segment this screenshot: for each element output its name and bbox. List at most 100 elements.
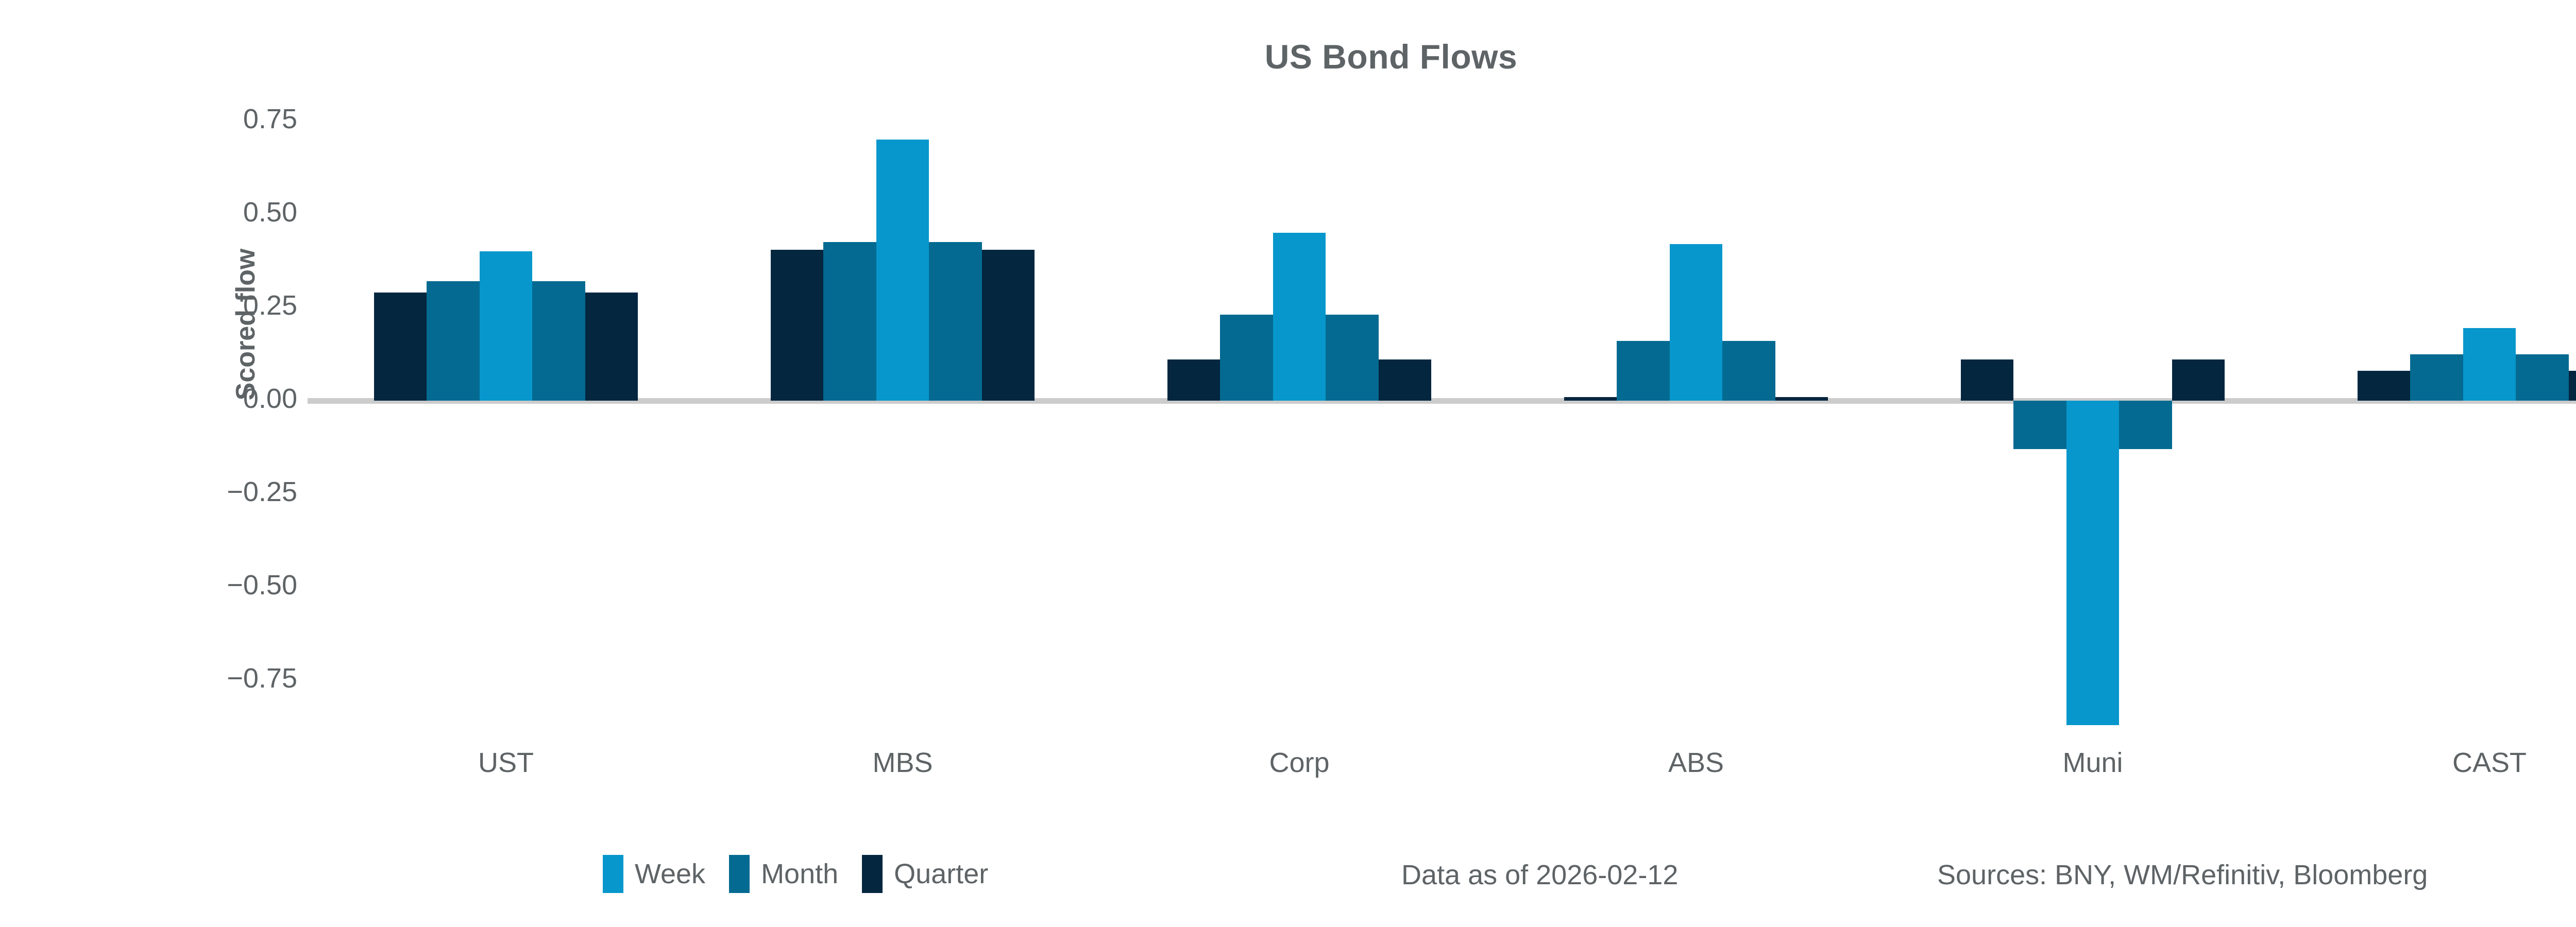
bar-muni-month[interactable] (2013, 401, 2066, 450)
bar-slot (981, 103, 1035, 742)
bar-slot (1722, 103, 1775, 742)
bars-row (1960, 103, 2225, 742)
bar-slot (532, 103, 585, 742)
bars-row (1564, 103, 1828, 742)
bar-slot (479, 103, 533, 742)
bar-muni-quarter[interactable] (2172, 359, 2225, 401)
bars-row (770, 103, 1035, 742)
bar-group-cast: CAST (2357, 103, 2576, 778)
bar-group-corp: Corp (1167, 103, 1431, 778)
bar-group-muni: Muni (1960, 103, 2225, 778)
bar-slot (1775, 103, 1828, 742)
x-tick-label-cast: CAST (2452, 747, 2527, 778)
bar-slot (2463, 103, 2516, 742)
bar-mbs-quarter[interactable] (981, 249, 1035, 401)
legend-label: Week (635, 859, 706, 889)
chart-title: US Bond Flows (1264, 38, 1518, 76)
legend-item-quarter[interactable]: Quarter (862, 855, 988, 893)
bar-corp-month[interactable] (1326, 315, 1379, 401)
x-tick-label-muni: Muni (2062, 747, 2123, 778)
bars-row (374, 103, 638, 742)
bar-slot (2357, 103, 2411, 742)
y-tick-label: −0.75 (227, 663, 297, 694)
bar-slot (876, 103, 929, 742)
bar-muni-month[interactable] (2119, 401, 2172, 450)
sources-label: Sources: BNY, WM/Refinitiv, Bloomberg (1937, 860, 2428, 890)
y-tick-label: 0.25 (243, 290, 297, 321)
bar-cast-quarter[interactable] (2568, 371, 2576, 401)
bar-slot (2516, 103, 2569, 742)
bar-slot (2568, 103, 2576, 742)
bar-slot (585, 103, 638, 742)
y-tick-label: 0.75 (243, 104, 297, 134)
legend-swatch-icon (729, 855, 750, 893)
bar-corp-quarter[interactable] (1378, 359, 1431, 401)
bar-slot (1960, 103, 2014, 742)
bar-corp-quarter[interactable] (1167, 359, 1221, 401)
bar-slot (1273, 103, 1326, 742)
bar-slot (2013, 103, 2066, 742)
legend-swatch-icon (862, 855, 883, 893)
bar-slot (1378, 103, 1431, 742)
bar-slot (427, 103, 480, 742)
legend: Week Month Quarter (603, 855, 988, 893)
bar-abs-month[interactable] (1617, 341, 1670, 401)
chart-footer: Week Month Quarter Data as of 2026-02-12 S… (0, 855, 2576, 912)
x-tick-label-abs: ABS (1668, 747, 1724, 778)
bar-slot (1167, 103, 1221, 742)
bar-mbs-week[interactable] (876, 140, 929, 401)
bar-cast-week[interactable] (2463, 328, 2516, 401)
bars-row (1167, 103, 1431, 742)
legend-item-week[interactable]: Week (603, 855, 705, 893)
zero-baseline (308, 398, 2576, 404)
bar-mbs-quarter[interactable] (770, 249, 824, 401)
bar-corp-week[interactable] (1273, 233, 1326, 401)
x-tick-label-mbs: MBS (872, 747, 933, 778)
bar-abs-month[interactable] (1722, 341, 1775, 401)
bar-group-mbs: MBS (770, 103, 1035, 778)
bar-ust-month[interactable] (427, 281, 480, 401)
bar-cast-month[interactable] (2410, 354, 2463, 401)
bar-slot (2066, 103, 2120, 742)
bar-muni-week[interactable] (2066, 401, 2120, 725)
x-tick-label-corp: Corp (1269, 747, 1330, 778)
legend-swatch-icon (603, 855, 623, 893)
x-tick-label-ust: UST (478, 747, 534, 778)
bar-slot (2172, 103, 2225, 742)
bar-slot (2410, 103, 2463, 742)
bars-row (2357, 103, 2576, 742)
bar-slot (770, 103, 824, 742)
bar-cast-month[interactable] (2516, 354, 2569, 401)
y-tick-label: −0.50 (227, 570, 297, 600)
bar-mbs-month[interactable] (823, 242, 876, 401)
legend-label: Month (761, 859, 839, 889)
bar-abs-quarter[interactable] (1775, 397, 1828, 401)
bar-slot (823, 103, 876, 742)
bar-slot (1669, 103, 1723, 742)
bar-corp-month[interactable] (1220, 315, 1273, 401)
bar-muni-quarter[interactable] (1960, 359, 2014, 401)
legend-label: Quarter (894, 859, 989, 889)
bar-slot (1617, 103, 1670, 742)
bar-slot (929, 103, 982, 742)
bar-group-ust: UST (374, 103, 638, 778)
bar-ust-quarter[interactable] (374, 293, 427, 401)
bar-mbs-month[interactable] (929, 242, 982, 401)
bar-slot (1220, 103, 1273, 742)
bar-slot (1326, 103, 1379, 742)
bar-group-abs: ABS (1564, 103, 1828, 778)
bar-abs-week[interactable] (1669, 244, 1723, 401)
y-tick-label: 0.50 (243, 197, 297, 228)
data-as-of-label: Data as of 2026-02-12 (1401, 860, 1679, 890)
bar-slot (2119, 103, 2172, 742)
bar-ust-quarter[interactable] (585, 293, 638, 401)
bar-slot (374, 103, 427, 742)
legend-item-month[interactable]: Month (729, 855, 838, 893)
bar-ust-month[interactable] (532, 281, 585, 401)
y-tick-label: 0.00 (243, 383, 297, 414)
y-tick-label: −0.25 (227, 476, 297, 507)
bar-abs-quarter[interactable] (1564, 397, 1617, 401)
bar-cast-quarter[interactable] (2357, 371, 2411, 401)
bar-ust-week[interactable] (479, 251, 533, 401)
bar-slot (1564, 103, 1617, 742)
